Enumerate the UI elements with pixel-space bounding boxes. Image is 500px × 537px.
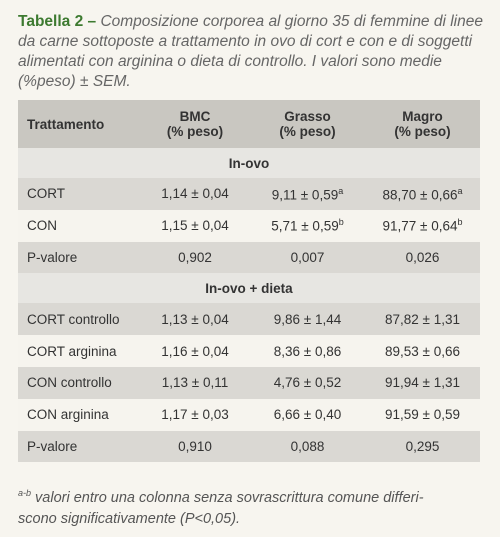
header-text: Grasso: [284, 109, 331, 124]
header-text: (% peso): [279, 124, 336, 139]
data-row: CORT controllo 1,13 ± 0,04 9,86 ± 1,44 87,8…: [18, 303, 480, 336]
cell: 91,59 ± 0,59: [385, 407, 460, 423]
data-row: P-valore 0,910 0,088 0,295: [18, 430, 480, 463]
cell: CORT: [27, 186, 66, 202]
cell: CORT controllo: [27, 311, 120, 327]
cell: 1,14 ± 0,04: [161, 186, 229, 202]
cell: 88,70 ± 0,66a: [365, 186, 480, 203]
cell: 6,66 ± 0,40: [273, 407, 342, 423]
data-row: CON arginina 1,17 ± 0,03 6,66 ± 0,40 91,59 …: [18, 398, 480, 431]
header-cell: Magro (% peso): [365, 109, 480, 139]
cell: CON arginina: [27, 407, 109, 423]
cell: 1,17 ± 0,03: [161, 407, 229, 423]
cell: 8,36 ± 0,86: [273, 343, 342, 359]
cell: P-valore: [27, 249, 78, 265]
caption: Tabella 2 – Composizione corporea al gio…: [18, 12, 486, 92]
cell: 91,94 ± 1,31: [385, 375, 460, 391]
footnote: a-b valori entro una colonna senza sovra…: [18, 483, 424, 530]
caption-text: Composizione corporea al giorno 35 di fe…: [18, 13, 483, 90]
caption-label: Tabella 2 –: [18, 13, 97, 30]
header-text: (% peso): [166, 124, 224, 139]
header-text: Magro: [402, 109, 443, 124]
cell: 9,11 ± 0,59a: [250, 186, 365, 203]
footnote-text: scono significativamente (P<0,05).: [18, 510, 241, 527]
cell-value: 9,11 ± 0,59: [271, 187, 339, 203]
header-row: Trattamento BMC (% peso) Grasso (% peso) Magr…: [18, 100, 480, 148]
cell-superscript: a: [338, 185, 344, 196]
footnote-superscript: a-b: [18, 488, 32, 498]
cell: P-valore: [27, 438, 78, 454]
cell-superscript: b: [338, 217, 344, 228]
cell: 89,53 ± 0,66: [385, 343, 460, 359]
section-title: In-ovo: [228, 155, 270, 171]
cell-value: 91,77 ± 0,64: [382, 218, 458, 234]
cell: CORT arginina: [27, 343, 117, 359]
data-row: CORT 1,14 ± 0,04 9,11 ± 0,59a 88,70 ± 0,66a: [18, 178, 480, 210]
header-cell: Trattamento: [18, 117, 140, 132]
cell: 87,82 ± 1,31: [385, 311, 460, 327]
footnote-text: valori entro una colonna senza sovrascri…: [35, 489, 424, 506]
section-title: In-ovo + dieta: [205, 280, 293, 296]
cell: 1,15 ± 0,04: [161, 218, 229, 234]
footnote-line: scono significativamente (P<0,05).: [18, 509, 424, 530]
cell-superscript: a: [457, 185, 463, 196]
cell: 0,295: [405, 438, 440, 454]
cell: CON controllo: [27, 375, 112, 391]
header-cell: Grasso (% peso): [250, 109, 365, 139]
cell: 9,86 ± 1,44: [273, 311, 342, 327]
footnote-line: a-b valori entro una colonna senza sovra…: [18, 483, 424, 509]
cell-value: 5,71 ± 0,59: [271, 218, 339, 234]
data-row: CON 1,15 ± 0,04 5,71 ± 0,59b 91,77 ± 0,64b: [18, 209, 480, 242]
table: Trattamento BMC (% peso) Grasso (% peso) Magr…: [18, 100, 480, 463]
cell: 0,910: [178, 438, 212, 454]
cell: CON: [27, 218, 57, 234]
cell: 0,088: [290, 438, 325, 454]
cell: 4,76 ± 0,52: [273, 375, 342, 391]
header-text: Trattamento: [27, 116, 105, 132]
cell: 0,026: [405, 249, 440, 265]
header-cell: BMC (% peso): [140, 109, 250, 139]
section-row: In-ovo: [18, 148, 480, 178]
header-text: BMC: [179, 109, 211, 124]
data-row: CON controllo 1,13 ± 0,11 4,76 ± 0,52 91,94…: [18, 366, 480, 399]
header-text: (% peso): [394, 124, 451, 139]
cell: 0,007: [290, 249, 325, 265]
cell-superscript: b: [457, 217, 463, 228]
section-row: In-ovo + dieta: [18, 273, 480, 304]
cell: 1,13 ± 0,04: [161, 311, 229, 327]
data-row: CORT arginina 1,16 ± 0,04 8,36 ± 0,86 89,53…: [18, 335, 480, 367]
cell-value: 88,70 ± 0,66: [382, 187, 458, 203]
cell: 1,13 ± 0,11: [161, 375, 229, 391]
cell: 91,77 ± 0,64b: [365, 217, 480, 234]
cell: 0,902: [178, 249, 212, 265]
cell: 1,16 ± 0,04: [161, 343, 229, 359]
data-row: P-valore 0,902 0,007 0,026: [18, 241, 480, 274]
cell: 5,71 ± 0,59b: [250, 217, 365, 234]
